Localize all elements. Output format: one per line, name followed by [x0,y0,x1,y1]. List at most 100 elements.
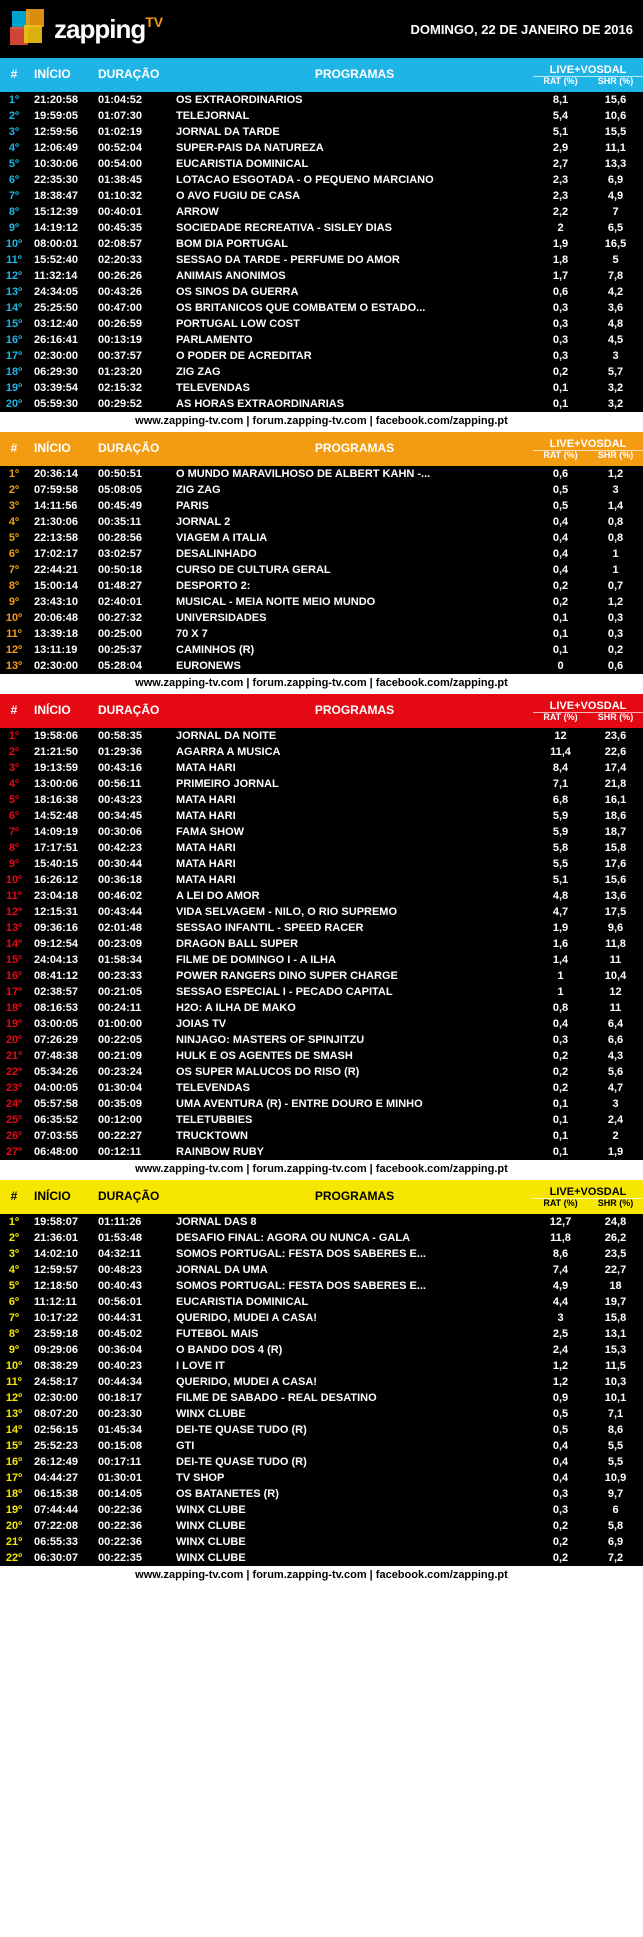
col-duracao: DURAÇÃO [98,704,176,717]
cell-shr: 0,8 [588,532,643,544]
cell-shr: 10,9 [588,1472,643,1484]
cell-duracao: 00:23:09 [98,938,176,950]
cell-programa: O BANDO DOS 4 (R) [176,1344,533,1356]
cell-rank: 6º [0,1296,28,1308]
table-row: 5º10:30:0600:54:00EUCARISTIA DOMINICAL2,… [0,156,643,172]
cell-inicio: 13:00:06 [28,778,98,790]
cell-duracao: 00:40:43 [98,1280,176,1292]
cell-inicio: 14:02:10 [28,1248,98,1260]
cell-duracao: 00:23:30 [98,1408,176,1420]
cell-rat: 0,4 [533,1440,588,1452]
cell-programa: H2O: A ILHA DE MAKO [176,1002,533,1014]
cell-rank: 13º [0,660,28,672]
cell-rat: 8,4 [533,762,588,774]
cell-duracao: 05:28:04 [98,660,176,672]
cell-programa: SOMOS PORTUGAL: FESTA DOS SABERES E... [176,1280,533,1292]
cell-rat: 0,2 [533,1050,588,1062]
cell-inicio: 05:57:58 [28,1098,98,1110]
cell-rat: 1 [533,970,588,982]
channel-block: #INÍCIODURAÇÃOPROGRAMASLIVE+VOSDALRAT (%… [0,1180,643,1584]
cell-inicio: 03:00:05 [28,1018,98,1030]
cell-duracao: 00:30:44 [98,858,176,870]
cell-rank: 1º [0,94,28,106]
cell-programa: TELEJORNAL [176,110,533,122]
cell-rat: 5,8 [533,842,588,854]
cell-shr: 4,8 [588,318,643,330]
cell-duracao: 00:23:24 [98,1066,176,1078]
cell-shr: 12 [588,986,643,998]
table-row: 21º06:55:3300:22:36WINX CLUBE0,26,9 [0,1534,643,1550]
cell-rank: 19º [0,1018,28,1030]
page-header: zappingTV DOMINGO, 22 DE JANEIRO DE 2016 [0,0,643,58]
cell-shr: 0,6 [588,660,643,672]
col-inicio: INÍCIO [28,68,98,81]
cell-programa: PRIMEIRO JORNAL [176,778,533,790]
cell-programa: WINX CLUBE [176,1504,533,1516]
logo: zappingTV [10,9,163,49]
table-row: 7º10:17:2200:44:31QUERIDO, MUDEI A CASA!… [0,1310,643,1326]
cell-inicio: 02:30:00 [28,1392,98,1404]
logo-icon [10,9,50,49]
cell-rat: 0,3 [533,334,588,346]
cell-shr: 13,6 [588,890,643,902]
cell-shr: 13,3 [588,158,643,170]
cell-rat: 12 [533,730,588,742]
cell-shr: 9,7 [588,1488,643,1500]
cell-duracao: 00:18:17 [98,1392,176,1404]
cell-duracao: 00:35:11 [98,516,176,528]
cell-shr: 11,5 [588,1360,643,1372]
table-row: 24º05:57:5800:35:09UMA AVENTURA (R) - EN… [0,1096,643,1112]
cell-duracao: 00:54:00 [98,158,176,170]
cell-inicio: 21:21:50 [28,746,98,758]
cell-programa: FILME DE DOMINGO I - A ILHA [176,954,533,966]
cell-rank: 18º [0,1488,28,1500]
cell-rat: 1,2 [533,1360,588,1372]
table-row: 20º07:22:0800:22:36WINX CLUBE0,25,8 [0,1518,643,1534]
cell-shr: 15,5 [588,126,643,138]
cell-duracao: 00:34:45 [98,810,176,822]
cell-programa: A LEI DO AMOR [176,890,533,902]
cell-duracao: 00:15:08 [98,1440,176,1452]
table-row: 22º05:34:2600:23:24OS SUPER MALUCOS DO R… [0,1064,643,1080]
cell-inicio: 12:59:57 [28,1264,98,1276]
cell-inicio: 19:58:07 [28,1216,98,1228]
table-row: 13º02:30:0005:28:04EURONEWS00,6 [0,658,643,674]
cell-rat: 0,4 [533,1472,588,1484]
cell-rat: 0,1 [533,1114,588,1126]
cell-rank: 19º [0,382,28,394]
table-row: 7º14:09:1900:30:06FAMA SHOW5,918,7 [0,824,643,840]
cell-inicio: 19:58:06 [28,730,98,742]
cell-programa: WINX CLUBE [176,1408,533,1420]
cell-rank: 7º [0,564,28,576]
cell-programa: WINX CLUBE [176,1536,533,1548]
cell-rat: 12,7 [533,1216,588,1228]
table-row: 25º06:35:5200:12:00TELETUBBIES0,12,4 [0,1112,643,1128]
cell-inicio: 11:12:11 [28,1296,98,1308]
cell-inicio: 23:43:10 [28,596,98,608]
cell-programa: AGARRA A MUSICA [176,746,533,758]
table-row: 13º08:07:2000:23:30WINX CLUBE0,57,1 [0,1406,643,1422]
cell-rank: 22º [0,1552,28,1564]
cell-rat: 0,4 [533,516,588,528]
cell-shr: 13,1 [588,1328,643,1340]
cell-rank: 20º [0,398,28,410]
table-row: 11º24:58:1700:44:34QUERIDO, MUDEI A CASA… [0,1374,643,1390]
cell-programa: JORNAL 2 [176,516,533,528]
cell-duracao: 00:44:34 [98,1376,176,1388]
cell-shr: 1,2 [588,596,643,608]
cell-duracao: 00:26:59 [98,318,176,330]
cell-rat: 0,2 [533,366,588,378]
cell-programa: WINX CLUBE [176,1520,533,1532]
cell-duracao: 02:15:32 [98,382,176,394]
cell-shr: 16,1 [588,794,643,806]
cell-programa: AS HORAS EXTRAORDINARIAS [176,398,533,410]
table-row: 9º09:29:0600:36:04O BANDO DOS 4 (R)2,415… [0,1342,643,1358]
cell-programa: MATA HARI [176,762,533,774]
cell-programa: MATA HARI [176,794,533,806]
table-row: 10º08:00:0102:08:57BOM DIA PORTUGAL1,916… [0,236,643,252]
cell-rat: 5,9 [533,810,588,822]
cell-rank: 10º [0,874,28,886]
cell-shr: 7,1 [588,1408,643,1420]
table-row: 2º21:21:5001:29:36AGARRA A MUSICA11,422,… [0,744,643,760]
table-row: 7º22:44:2100:50:18CURSO DE CULTURA GERAL… [0,562,643,578]
